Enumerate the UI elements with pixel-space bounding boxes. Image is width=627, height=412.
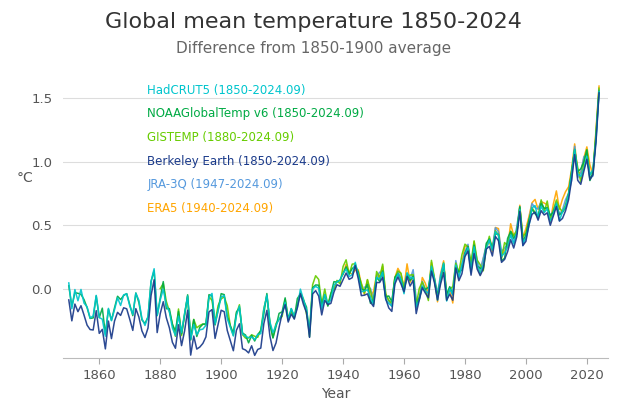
Text: NOAAGlobalTemp v6 (1850-2024.09): NOAAGlobalTemp v6 (1850-2024.09) [147, 108, 364, 120]
Text: HadCRUT5 (1850-2024.09): HadCRUT5 (1850-2024.09) [147, 84, 306, 97]
X-axis label: Year: Year [321, 387, 350, 401]
Text: ERA5 (1940-2024.09): ERA5 (1940-2024.09) [147, 202, 273, 215]
Text: Difference from 1850-1900 average: Difference from 1850-1900 average [176, 41, 451, 56]
Y-axis label: °C: °C [16, 171, 33, 185]
Text: GISTEMP (1880-2024.09): GISTEMP (1880-2024.09) [147, 131, 294, 144]
Text: Berkeley Earth (1850-2024.09): Berkeley Earth (1850-2024.09) [147, 154, 330, 168]
Text: JRA-3Q (1947-2024.09): JRA-3Q (1947-2024.09) [147, 178, 283, 191]
Text: Global mean temperature 1850-2024: Global mean temperature 1850-2024 [105, 12, 522, 33]
